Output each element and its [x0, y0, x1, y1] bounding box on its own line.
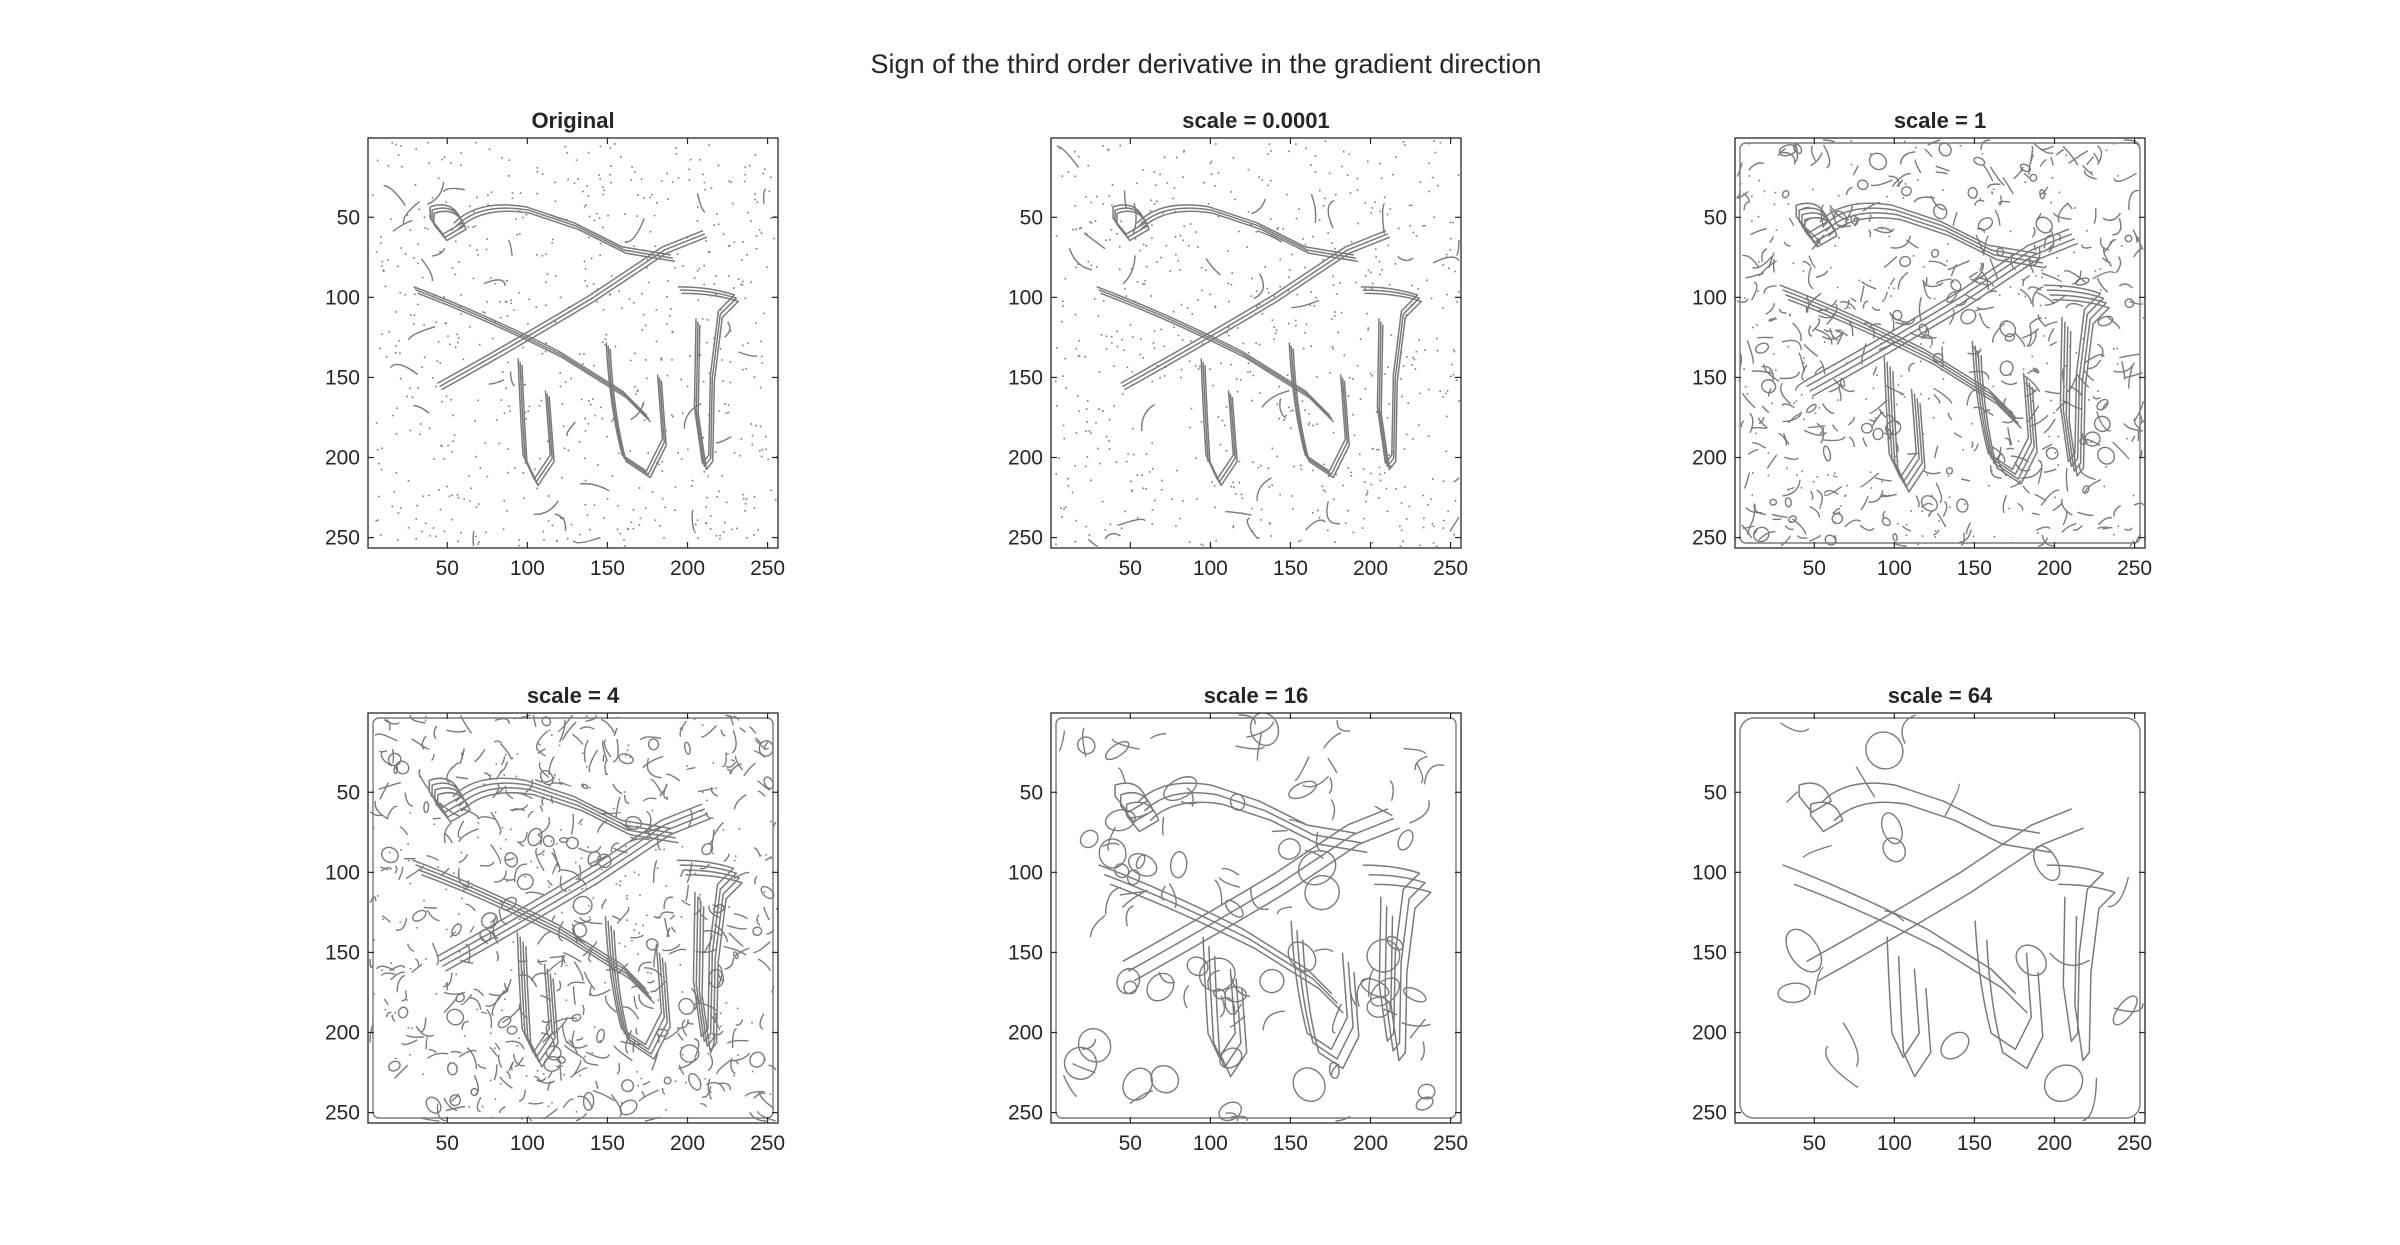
- y-tick-label: 200: [1008, 447, 1043, 470]
- y-tick-label: 100: [325, 286, 360, 309]
- subplot-title: scale = 16: [1204, 683, 1309, 708]
- y-tick-label: 50: [1020, 206, 1043, 229]
- y-tick-label: 100: [1008, 286, 1043, 309]
- y-tick-label: 150: [1692, 366, 1727, 389]
- axes-box: [367, 712, 779, 1124]
- x-tick-label: 150: [590, 557, 625, 580]
- y-tick-label: 250: [1692, 1102, 1727, 1125]
- y-tick-label: 250: [1692, 527, 1727, 550]
- subplot-panel: Original 50 100 150 200 250 50 100 150 200 250: [325, 108, 785, 580]
- x-tick-label: 150: [1273, 1132, 1308, 1155]
- y-tick-label: 50: [337, 206, 360, 229]
- y-tick-label: 100: [1008, 861, 1043, 884]
- x-tick-label: 200: [1353, 1132, 1388, 1155]
- x-tick-label: 200: [1353, 557, 1388, 580]
- y-tick-label: 50: [1704, 206, 1727, 229]
- axes-box: [1050, 137, 1462, 549]
- x-tick-label: 250: [1433, 1132, 1468, 1155]
- x-tick-label: 200: [2037, 557, 2072, 580]
- x-tick-label: 150: [1957, 1132, 1992, 1155]
- subplot-title: scale = 64: [1888, 683, 1993, 708]
- subplot-title: scale = 0.0001: [1182, 108, 1329, 133]
- subplot-panel: scale = 16 50 100 150 200 250 50 100 150 200 250: [1008, 683, 1468, 1155]
- x-tick-label: 100: [1193, 557, 1228, 580]
- subplot-image: [1051, 713, 1461, 1123]
- y-tick-label: 100: [1692, 286, 1727, 309]
- x-tick-label: 100: [1193, 1132, 1228, 1155]
- subplot-title: scale = 4: [527, 683, 620, 708]
- subplot-panel: scale = 4 50 100 150 200 250 50 100 150 200 250: [325, 683, 785, 1155]
- x-tick-label: 100: [1877, 1132, 1912, 1155]
- x-tick-label: 150: [1273, 557, 1308, 580]
- y-tick-label: 200: [325, 1022, 360, 1045]
- y-tick-label: 150: [325, 941, 360, 964]
- y-tick-label: 200: [1008, 1022, 1043, 1045]
- x-tick-label: 250: [2117, 1132, 2152, 1155]
- y-tick-label: 250: [1008, 1102, 1043, 1125]
- y-tick-label: 200: [1692, 447, 1727, 470]
- x-tick-label: 200: [670, 1132, 705, 1155]
- x-tick-label: 50: [1119, 557, 1142, 580]
- y-tick-label: 100: [1692, 861, 1727, 884]
- y-tick-label: 200: [1692, 1022, 1727, 1045]
- axes-box: [1734, 712, 2146, 1124]
- x-tick-label: 250: [2117, 557, 2152, 580]
- x-tick-label: 200: [670, 557, 705, 580]
- y-tick-label: 150: [1692, 941, 1727, 964]
- x-tick-label: 50: [1803, 557, 1826, 580]
- y-tick-label: 50: [1704, 781, 1727, 804]
- subplot-image: [1735, 138, 2145, 548]
- x-tick-label: 200: [2037, 1132, 2072, 1155]
- y-tick-label: 250: [325, 1102, 360, 1125]
- y-tick-label: 150: [325, 366, 360, 389]
- subplot-image: [368, 713, 778, 1123]
- x-tick-label: 150: [1957, 557, 1992, 580]
- x-tick-label: 50: [1803, 1132, 1826, 1155]
- subplot-title: scale = 1: [1894, 108, 1986, 133]
- y-tick-label: 50: [1020, 781, 1043, 804]
- subplot-image: [1735, 713, 2145, 1123]
- axes-box: [367, 137, 779, 549]
- y-tick-label: 150: [1008, 941, 1043, 964]
- subplot-panel: scale = 1 50 100 150 200 250 50 100 150 200 250: [1692, 108, 2152, 580]
- y-tick-label: 100: [325, 861, 360, 884]
- axes-box: [1050, 712, 1462, 1124]
- x-tick-label: 100: [510, 1132, 545, 1155]
- x-tick-label: 100: [510, 557, 545, 580]
- y-tick-label: 150: [1008, 366, 1043, 389]
- subplot-image: [1051, 138, 1461, 548]
- x-tick-label: 50: [1119, 1132, 1142, 1155]
- axes-box: [1734, 137, 2146, 549]
- subplot-image: [368, 138, 778, 548]
- y-tick-label: 200: [325, 447, 360, 470]
- y-tick-label: 50: [337, 781, 360, 804]
- y-tick-label: 250: [325, 527, 360, 550]
- x-tick-label: 250: [750, 1132, 785, 1155]
- subplot-panel: scale = 0.0001 50 100 150 200 250 50 100 150 200 2…: [1008, 108, 1468, 580]
- y-tick-label: 250: [1008, 527, 1043, 550]
- x-tick-label: 250: [750, 557, 785, 580]
- x-tick-label: 100: [1877, 557, 1912, 580]
- subplot-panel: scale = 64 50 100 150 200 250 50 100 150 200 250: [1692, 683, 2152, 1155]
- x-tick-label: 50: [436, 1132, 459, 1155]
- x-tick-label: 50: [436, 557, 459, 580]
- subplot-title: Original: [531, 108, 614, 133]
- x-tick-label: 250: [1433, 557, 1468, 580]
- x-tick-label: 150: [590, 1132, 625, 1155]
- figure-title: Sign of the third order derivative in th…: [871, 49, 1542, 79]
